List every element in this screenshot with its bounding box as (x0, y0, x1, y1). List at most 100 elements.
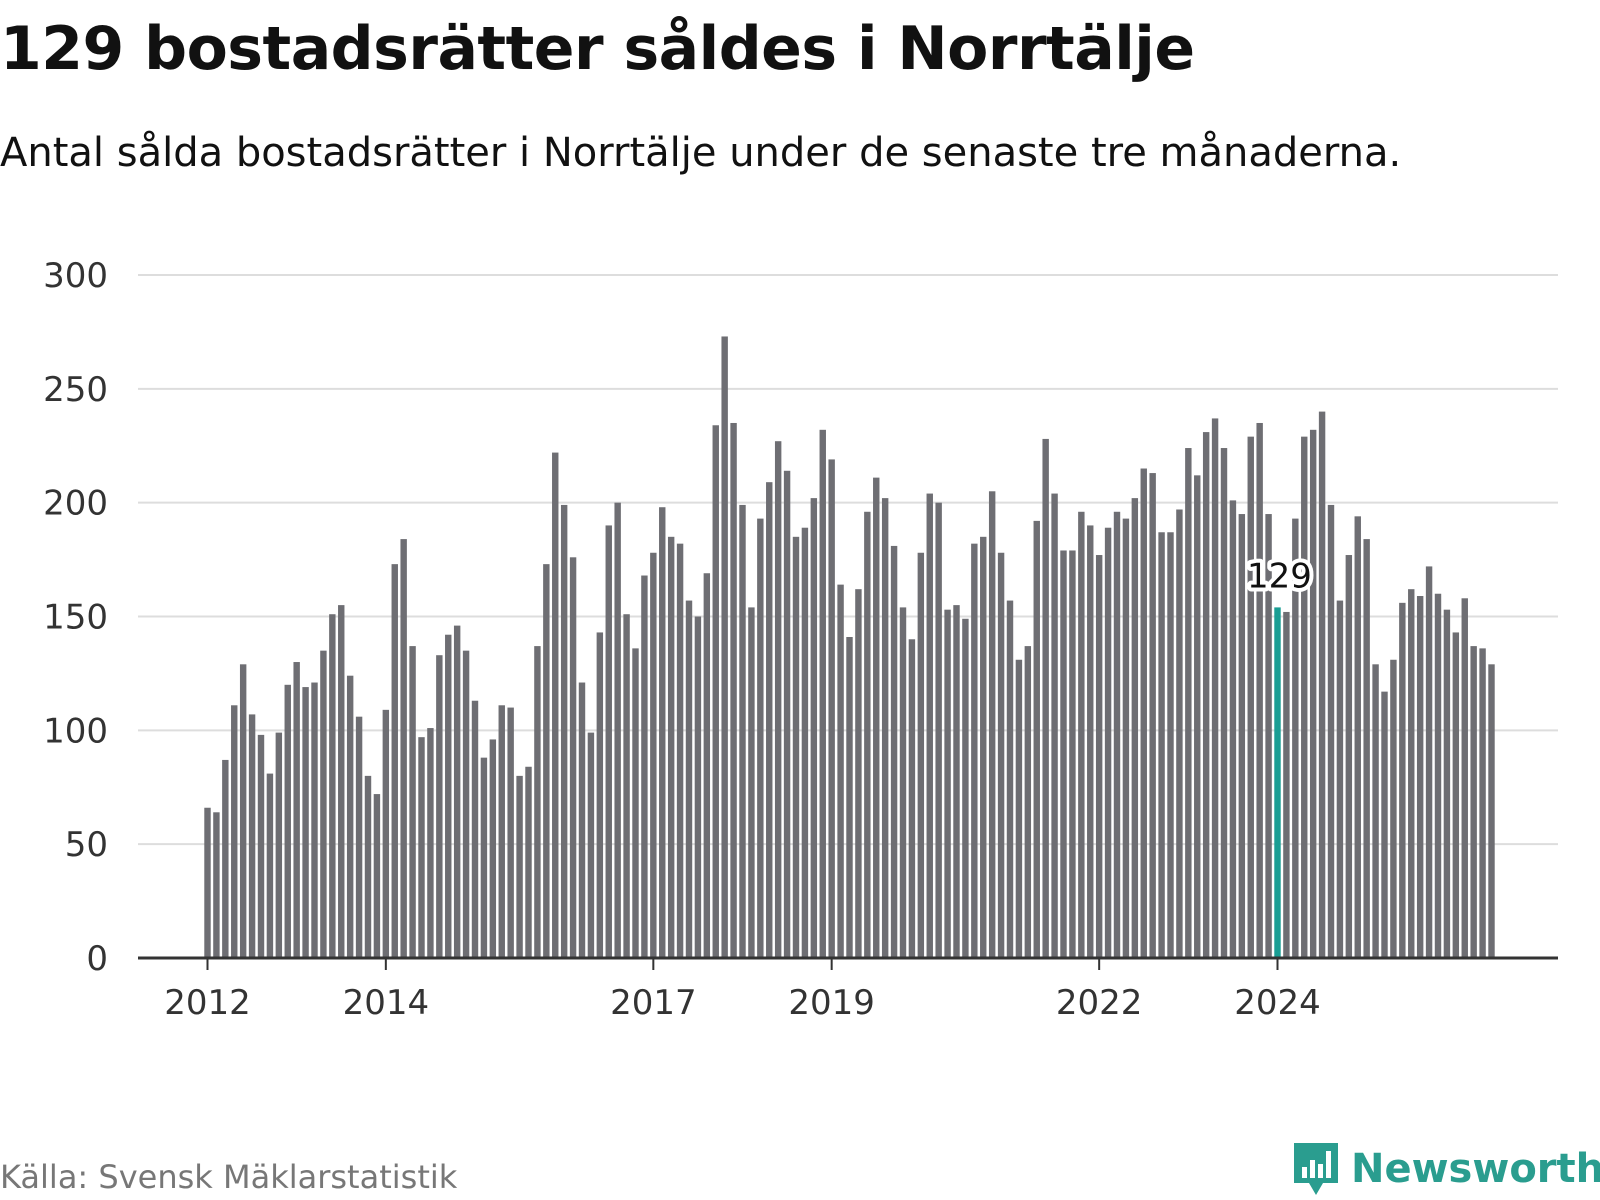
bar (1292, 518, 1299, 958)
bar (275, 732, 283, 958)
bar (926, 493, 933, 958)
bar (774, 441, 782, 958)
bar (667, 536, 675, 958)
bar (596, 632, 604, 958)
x-tick-label: 2024 (1234, 983, 1321, 1023)
bar (997, 552, 1005, 958)
bar (819, 429, 826, 958)
y-tick-label: 200 (43, 484, 108, 524)
bar (1194, 475, 1201, 958)
bar (498, 705, 505, 958)
bar (239, 664, 247, 958)
bar (284, 684, 291, 958)
bar (659, 507, 666, 958)
bar (837, 584, 844, 958)
bar (1399, 602, 1406, 958)
bar (980, 536, 987, 958)
bar (489, 739, 497, 958)
bar (650, 552, 657, 958)
bar (953, 605, 960, 958)
bar (1095, 555, 1103, 958)
bar (436, 655, 443, 958)
bar (1015, 659, 1023, 958)
bar (881, 498, 889, 958)
bar (266, 773, 274, 958)
bar (445, 634, 452, 958)
bar (605, 525, 612, 958)
y-tick-label: 250 (43, 370, 108, 410)
y-tick-label: 100 (43, 711, 108, 751)
bar (1363, 539, 1370, 958)
bar (694, 616, 702, 958)
bar (1042, 438, 1049, 958)
bar (1024, 646, 1032, 958)
bar (222, 759, 229, 958)
y-tick-label: 300 (43, 256, 108, 296)
bar (462, 650, 470, 958)
bar (855, 589, 862, 958)
bar (1256, 422, 1263, 958)
bar (355, 716, 363, 958)
bar (703, 573, 711, 958)
bar (988, 491, 996, 958)
bar (1301, 436, 1308, 959)
highlight-value-label: 129 (1247, 556, 1312, 596)
bar (676, 543, 684, 958)
bar (962, 618, 969, 958)
bar (712, 425, 719, 958)
x-tick-label: 2019 (788, 983, 875, 1023)
bar (569, 557, 577, 958)
chart-title: 129 bostadsrätter såldes i Norrtälje (0, 14, 1195, 84)
bar (346, 675, 354, 958)
bar-highlight (1274, 607, 1281, 958)
bar (1087, 525, 1094, 958)
bar (1318, 411, 1326, 959)
bar (1479, 648, 1486, 958)
bar (971, 543, 978, 958)
bar (587, 732, 595, 958)
bar (1283, 611, 1290, 958)
bar (730, 422, 737, 958)
bar (1488, 664, 1495, 958)
bar (1069, 550, 1076, 958)
source-credit: Källa: Svensk Mäklarstatistik (0, 1158, 458, 1196)
bar (1211, 418, 1219, 958)
bar (1051, 493, 1058, 958)
bar (739, 504, 746, 958)
bar (873, 477, 880, 958)
bar (1354, 516, 1361, 958)
bar-series (204, 336, 1495, 959)
bar (391, 564, 398, 958)
bar (1176, 509, 1183, 958)
bar (257, 734, 265, 958)
bar (1149, 473, 1156, 958)
annotations: 129 (1243, 552, 1316, 600)
bar (1131, 498, 1139, 958)
bar (560, 504, 568, 958)
bar (1078, 511, 1085, 958)
x-tick-label: 2017 (610, 983, 697, 1023)
bar (1425, 566, 1433, 958)
bar (748, 607, 755, 958)
bar (1416, 596, 1424, 958)
brand-name: Newsworthy (1351, 1146, 1600, 1192)
bar (1247, 436, 1254, 959)
bar (1202, 432, 1210, 959)
bar (1461, 598, 1468, 958)
chart-subtitle: Antal sålda bostadsrätter i Norrtälje un… (0, 130, 1402, 176)
bar (418, 737, 425, 958)
y-tick-label: 50 (65, 825, 108, 865)
bar (427, 728, 434, 958)
bar (1033, 520, 1040, 958)
bar (1140, 468, 1147, 958)
bar (899, 607, 907, 958)
bar (783, 470, 791, 958)
bar (792, 536, 800, 958)
bar (935, 502, 942, 958)
bar (1336, 600, 1344, 958)
bar (1113, 511, 1121, 958)
bar (1006, 600, 1014, 958)
x-axis-ticks: 2012 2014 2017 2019 2022 2024 (164, 958, 1321, 1023)
bar (1470, 646, 1477, 958)
